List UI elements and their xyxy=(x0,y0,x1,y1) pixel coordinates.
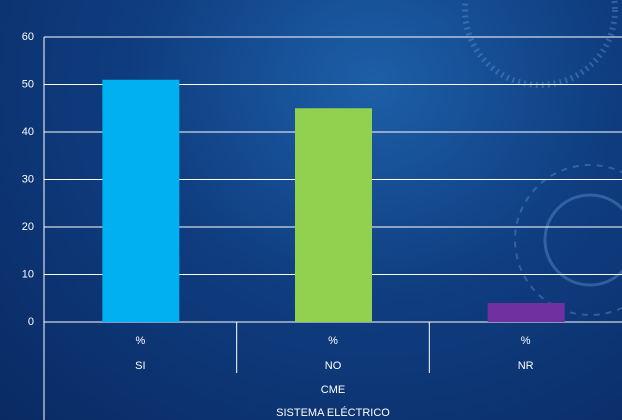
x-subcategory-label: % xyxy=(328,335,338,347)
x-tick-label: SI xyxy=(135,360,145,372)
x-axis-title: SISTEMA ELÉCTRICO xyxy=(276,406,390,419)
x-subcategory-label: % xyxy=(521,335,531,347)
y-tick-label: 60 xyxy=(22,31,34,43)
bar xyxy=(102,79,180,322)
y-tick-label: 0 xyxy=(28,316,34,328)
x-tick-label: NR xyxy=(518,360,534,372)
y-tick-label: 40 xyxy=(22,126,34,138)
bar xyxy=(295,108,372,322)
x-subcategory-label: % xyxy=(135,335,145,347)
group-label: CME xyxy=(321,384,345,396)
y-tick-label: 20 xyxy=(22,221,34,233)
y-tick-label: 10 xyxy=(22,268,34,280)
bar xyxy=(487,303,565,322)
y-tick-label: 30 xyxy=(22,173,34,185)
y-tick-label: 50 xyxy=(22,78,34,90)
decoration xyxy=(462,0,622,316)
x-tick-label: NO xyxy=(325,360,342,372)
